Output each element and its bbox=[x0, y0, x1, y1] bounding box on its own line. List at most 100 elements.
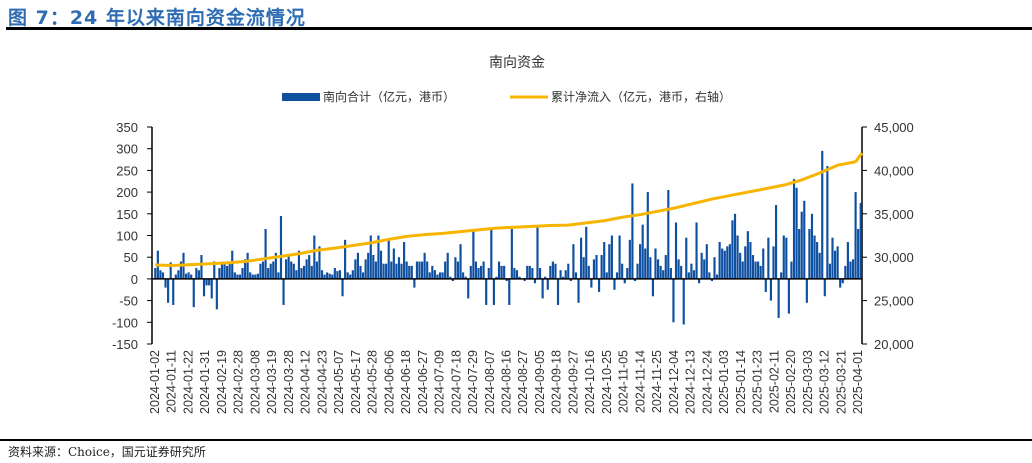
bar bbox=[541, 278, 544, 299]
bar bbox=[351, 270, 354, 279]
bar bbox=[536, 226, 539, 279]
left-tick-label: 200 bbox=[116, 185, 138, 200]
bar bbox=[223, 263, 226, 279]
x-tick-label: 2024-11-25 bbox=[650, 350, 664, 413]
bar bbox=[574, 272, 578, 279]
bar bbox=[390, 261, 393, 279]
bar bbox=[733, 213, 737, 279]
x-tick-label: 2024-05-17 bbox=[349, 350, 363, 414]
bar bbox=[857, 228, 860, 279]
bar bbox=[169, 262, 172, 279]
bar bbox=[605, 272, 608, 279]
x-tick-label: 2024-12-13 bbox=[684, 350, 698, 414]
bar bbox=[567, 263, 570, 279]
bar bbox=[569, 278, 572, 282]
bar bbox=[446, 252, 449, 279]
bar bbox=[754, 261, 757, 279]
bar bbox=[623, 278, 626, 284]
bar bbox=[577, 278, 580, 303]
bar bbox=[533, 278, 537, 284]
x-tick-label: 2024-01-11 bbox=[165, 350, 179, 413]
bar bbox=[374, 261, 377, 279]
bar bbox=[241, 268, 244, 279]
bar bbox=[798, 228, 801, 279]
bar bbox=[259, 263, 262, 279]
bar bbox=[359, 265, 362, 279]
bar bbox=[690, 263, 693, 279]
title-rule bbox=[6, 27, 1032, 30]
cumulative-line bbox=[155, 152, 864, 267]
bar bbox=[264, 228, 267, 279]
bar bbox=[564, 270, 567, 279]
bar bbox=[482, 261, 485, 279]
x-tick-label: 2024-02-28 bbox=[232, 350, 246, 414]
bar bbox=[636, 263, 639, 279]
bar bbox=[672, 278, 675, 323]
legend-label-bar: 南向合计（亿元，港币） bbox=[323, 89, 455, 104]
bar bbox=[718, 242, 721, 279]
bar bbox=[462, 272, 465, 279]
bar bbox=[444, 261, 447, 279]
bar bbox=[669, 268, 672, 279]
bar bbox=[215, 278, 218, 310]
x-tick-label: 2025-01-03 bbox=[717, 350, 731, 414]
bar bbox=[177, 270, 180, 279]
bar bbox=[243, 259, 247, 279]
bar bbox=[590, 278, 593, 288]
bar bbox=[192, 278, 195, 308]
bar bbox=[508, 278, 511, 305]
bar bbox=[674, 222, 678, 279]
bar bbox=[272, 261, 275, 279]
bar bbox=[816, 242, 819, 279]
bar bbox=[810, 213, 814, 279]
figure-title: 图 7：24 年以来南向资金流情况 bbox=[8, 7, 306, 29]
x-tick-label: 2024-02-19 bbox=[215, 350, 229, 414]
bar bbox=[846, 242, 849, 279]
bar bbox=[392, 248, 395, 279]
bar bbox=[728, 244, 731, 279]
bar bbox=[408, 265, 411, 279]
bar bbox=[336, 271, 339, 279]
right-tick-label: 45,000 bbox=[874, 120, 914, 135]
bar bbox=[328, 273, 331, 279]
bar bbox=[551, 261, 554, 279]
bar bbox=[354, 259, 357, 279]
bar bbox=[751, 255, 755, 279]
bar bbox=[369, 235, 372, 279]
bar bbox=[161, 272, 165, 279]
bar bbox=[400, 263, 403, 279]
legend-swatch-bar bbox=[282, 93, 320, 101]
bar bbox=[782, 235, 785, 279]
x-tick-label: 2024-10-16 bbox=[583, 350, 597, 414]
bar bbox=[184, 273, 188, 279]
bar bbox=[254, 274, 257, 279]
bar bbox=[205, 278, 208, 286]
bar bbox=[379, 250, 383, 279]
bar bbox=[849, 261, 852, 279]
bar bbox=[164, 278, 167, 288]
bar bbox=[323, 274, 326, 279]
right-tick-label: 35,000 bbox=[874, 207, 914, 222]
bar bbox=[267, 268, 270, 279]
bar bbox=[559, 270, 562, 279]
bar bbox=[356, 252, 360, 279]
bar bbox=[518, 276, 521, 279]
x-tick-label: 2024-05-07 bbox=[332, 350, 346, 414]
bar bbox=[828, 263, 832, 279]
bar bbox=[415, 261, 419, 279]
bar bbox=[423, 252, 426, 279]
x-tick-label: 2024-03-28 bbox=[282, 350, 296, 414]
bar bbox=[698, 278, 701, 284]
bar bbox=[715, 274, 719, 279]
bar bbox=[833, 250, 837, 279]
bar bbox=[302, 265, 306, 279]
x-tick-label: 2024-08-07 bbox=[483, 350, 497, 414]
bar bbox=[656, 259, 660, 279]
bar bbox=[413, 278, 416, 288]
bar bbox=[805, 278, 808, 303]
bar bbox=[744, 246, 747, 279]
left-tick-label: -50 bbox=[119, 294, 138, 309]
bar bbox=[787, 278, 790, 314]
bar bbox=[546, 278, 549, 290]
bar bbox=[172, 278, 175, 305]
